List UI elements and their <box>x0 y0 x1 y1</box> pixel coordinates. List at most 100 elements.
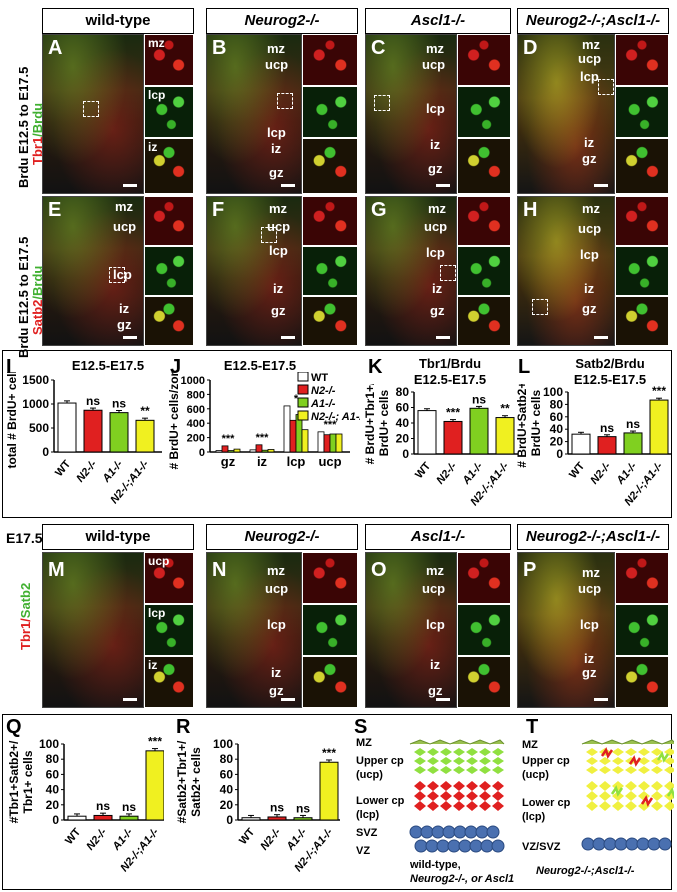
progenitor-cell <box>453 825 467 839</box>
lower-neuron <box>638 781 650 791</box>
lower-neuron <box>440 801 452 811</box>
chart-K-title2: E12.5-E17.5 <box>413 372 487 387</box>
progenitor-cell <box>491 839 505 853</box>
progenitor-cell <box>581 837 595 851</box>
chart-J-title: E12.5-E17.5 <box>223 358 297 373</box>
upper-neuron <box>651 766 663 774</box>
y-tick-label: 100 <box>39 737 59 751</box>
y-tick-label: 400 <box>187 418 205 430</box>
chart-J: 0 200 400 600 800 1000 *** gz *** iz * lcp *** ucp # B… <box>167 372 360 470</box>
schematic-label: (lcp) <box>356 809 380 821</box>
scale-bar <box>594 336 608 339</box>
bar <box>249 449 257 453</box>
upper-neuron <box>586 766 598 774</box>
x-tick-label: WT <box>237 826 257 847</box>
inset-M3: iz <box>144 656 194 708</box>
lower-neuron <box>479 781 491 791</box>
chart-L: 020406080100WTnsN2-/-nsA1-/-***N2-/-;A1-… <box>516 384 672 508</box>
progenitor-cell <box>625 837 639 851</box>
upper-neuron <box>466 748 478 756</box>
inset-C2 <box>457 86 511 138</box>
upper-neuron <box>664 757 674 765</box>
legend-label: N2-/-; A1-/- <box>311 411 360 423</box>
bar <box>323 434 331 453</box>
upper-neuron <box>492 748 504 756</box>
schematic-label: Upper cp <box>356 755 404 767</box>
panel-F: F mz ucp lcp iz gz <box>206 196 302 346</box>
bar <box>83 409 103 453</box>
schematic-S: MZ Upper cp (ucp) Lower cp (lcp) SVZ VZ wild-ty… <box>356 737 514 885</box>
schematic-T-letter: T <box>526 716 539 738</box>
upper-neuron <box>440 766 452 774</box>
progenitor-cell <box>486 825 500 839</box>
progenitor-cell <box>414 839 428 853</box>
legend-swatch <box>297 410 309 421</box>
chart-I-title: E12.5-E17.5 <box>71 358 145 373</box>
chart-K: 020406080WT***N2-/-nsA1-/-**N2-/-;A1-/-#… <box>364 384 518 508</box>
sig-label: *** <box>652 384 666 398</box>
schematic-label: (ucp) <box>522 769 549 781</box>
sig-label: ns <box>626 417 640 431</box>
progenitor-cell <box>480 839 494 853</box>
y-tick-label: 0 <box>52 813 59 827</box>
sig-label: ns <box>112 396 126 410</box>
lower-neuron <box>492 791 504 801</box>
chart-K-letter: K <box>368 356 383 378</box>
bar <box>57 402 77 453</box>
bar <box>109 412 129 453</box>
chart-R-letter: R <box>176 716 191 738</box>
upper-neuron <box>599 757 611 765</box>
y-tick-label: 1500 <box>22 373 49 387</box>
charts-frame <box>2 350 672 518</box>
scale-bar <box>123 698 137 701</box>
lower-neuron <box>599 781 611 791</box>
schematic-label: VZ/SVZ <box>522 841 561 853</box>
header-wild-type-2: wild-type <box>42 524 194 550</box>
panel-letter: O <box>371 559 387 581</box>
upper-neuron <box>625 748 637 756</box>
bar <box>67 815 87 821</box>
legend-swatch <box>297 384 309 395</box>
lower-neuron <box>586 791 598 801</box>
zoom-box <box>261 227 277 243</box>
bar <box>227 450 235 453</box>
bar <box>293 817 313 821</box>
zoom-box <box>83 101 99 117</box>
upper-neuron <box>427 748 439 756</box>
lower-neuron <box>492 781 504 791</box>
row3-stain-label: Tbr1/Satb2 <box>18 582 33 650</box>
y-tick-label: 0 <box>402 447 409 461</box>
y-tick-label: 80 <box>220 752 234 766</box>
inset-O3 <box>457 656 511 708</box>
schematic-label: Lower cp <box>356 795 405 807</box>
bar <box>145 750 164 821</box>
y-axis-label: BrdU+ cells <box>377 389 391 456</box>
inset-E3 <box>144 296 194 346</box>
sig-label: *** <box>148 735 162 749</box>
bar <box>267 449 275 453</box>
upper-neuron <box>479 766 491 774</box>
schematic-T: MZ Upper cp (ucp) Lower cp (lcp) VZ/SVZ Neurog… <box>522 739 674 877</box>
bar <box>289 419 297 453</box>
inset-E2 <box>144 246 194 296</box>
sig-label: ** <box>500 402 510 416</box>
zoom-box <box>532 299 548 315</box>
inset-B2 <box>302 86 358 138</box>
lower-neuron <box>440 791 452 801</box>
progenitor-cell <box>658 837 672 851</box>
inset-C1 <box>457 34 511 86</box>
bar <box>215 450 223 453</box>
inset-P2 <box>615 604 669 656</box>
mixed-neuron <box>656 751 670 763</box>
panel-letter: E <box>48 199 62 221</box>
upper-neuron <box>453 766 465 774</box>
bar <box>417 410 437 455</box>
bar <box>221 445 229 453</box>
scale-bar <box>281 698 295 701</box>
lower-neuron <box>651 801 663 811</box>
y-tick-label: 0 <box>226 813 233 827</box>
inset-F1 <box>302 196 358 246</box>
y-tick-label: 60 <box>396 401 410 415</box>
header-ascl1-2: Ascl1-/- <box>365 524 511 550</box>
y-axis-label: # BrdU+Tbr1+/ <box>364 384 377 464</box>
